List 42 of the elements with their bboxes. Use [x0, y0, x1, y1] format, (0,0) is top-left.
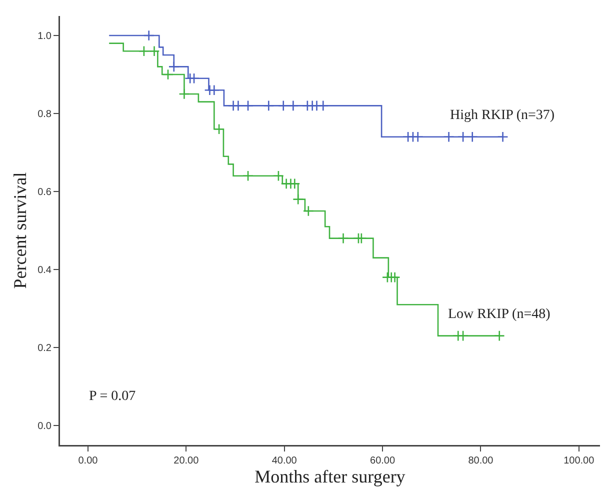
y-tick-label: 0.2 — [38, 343, 52, 354]
x-tick-label: 60.00 — [370, 456, 396, 466]
point — [466, 131, 478, 142]
y-tick-label: 0.8 — [38, 109, 52, 120]
point — [168, 61, 180, 72]
point — [143, 30, 154, 42]
annotation: P = 0.07 — [89, 389, 136, 404]
x-tick-label: 20.00 — [174, 456, 200, 466]
x-tick-label: 80.00 — [468, 456, 494, 466]
point — [178, 88, 190, 100]
series-label: High RKIP (n=37) — [450, 108, 555, 123]
point — [148, 46, 160, 57]
x-tick-label: 40.00 — [272, 456, 298, 466]
point — [338, 232, 349, 244]
point — [497, 131, 508, 142]
y-tick-label: 0.6 — [38, 187, 52, 198]
x-axis-title: Months after surgery — [254, 466, 406, 486]
point — [457, 131, 469, 142]
point — [412, 131, 424, 142]
y-axis-title: Percent survival — [10, 172, 30, 289]
point — [272, 170, 284, 182]
series-label: Low RKIP (n=48) — [448, 307, 551, 322]
point — [356, 232, 367, 244]
point — [292, 194, 304, 205]
x-tick-label: 0.00 — [78, 456, 98, 466]
point — [242, 170, 254, 182]
point — [242, 100, 254, 112]
y-tick-label: 0.4 — [38, 265, 52, 276]
point — [302, 205, 314, 217]
point — [138, 46, 150, 57]
x-tick-label: 100.00 — [564, 456, 595, 466]
y-tick-label: 0.0 — [38, 421, 52, 432]
point — [318, 100, 329, 112]
point — [188, 72, 200, 84]
point — [443, 131, 454, 142]
y-tick-label: 1.0 — [38, 31, 52, 42]
point — [162, 68, 174, 80]
point — [232, 100, 244, 112]
point — [288, 100, 299, 112]
point — [494, 330, 505, 342]
point — [263, 100, 274, 112]
point — [278, 100, 289, 112]
